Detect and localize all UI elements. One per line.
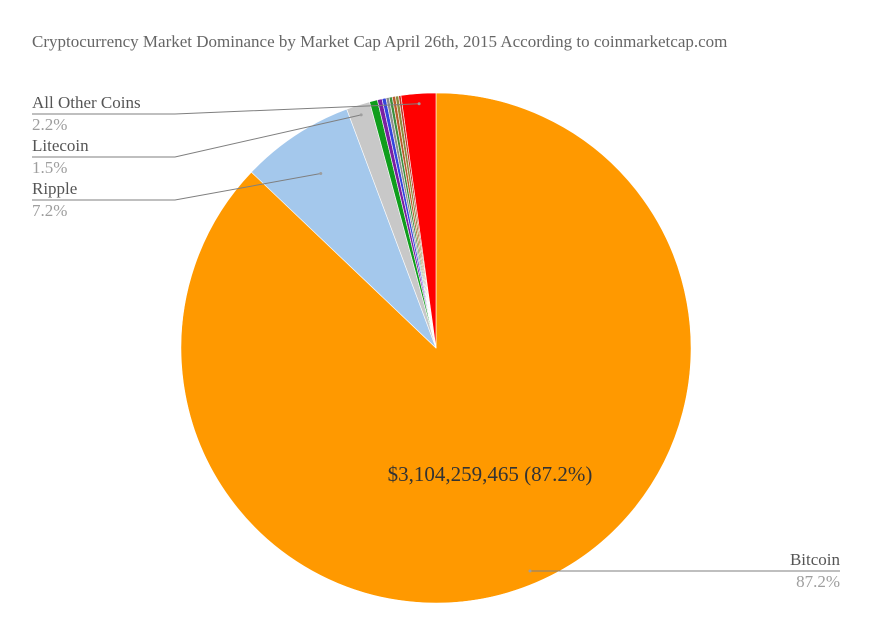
label-bitcoin-pct: 87.2% — [796, 572, 840, 591]
slice-labels: Bitcoin 87.2% Ripple 7.2% Litecoin 1.5% All Ot… — [32, 93, 840, 591]
label-bitcoin: Bitcoin — [790, 550, 841, 569]
label-ripple-pct: 7.2% — [32, 201, 67, 220]
pie-slices — [180, 92, 692, 604]
label-all-other-coins-pct: 2.2% — [32, 115, 67, 134]
label-all-other-coins: All Other Coins — [32, 93, 141, 112]
leader-all-other-coins — [32, 103, 420, 115]
pie-slice-all-other-coins[interactable] — [400, 92, 437, 349]
chart-title: Cryptocurrency Market Dominance by Marke… — [32, 32, 728, 51]
bitcoin-value-label: $3,104,259,465 (87.2%) — [388, 462, 593, 486]
leader-lines — [32, 102, 840, 573]
label-litecoin: Litecoin — [32, 136, 89, 155]
leader-bitcoin-dot — [528, 569, 532, 573]
leader-all-other-coins-dot — [417, 102, 421, 106]
leader-ripple — [32, 173, 321, 201]
leader-litecoin — [32, 114, 362, 158]
label-litecoin-pct: 1.5% — [32, 158, 67, 177]
label-ripple: Ripple — [32, 179, 77, 198]
leader-litecoin-dot — [359, 113, 363, 117]
leader-ripple-dot — [319, 172, 323, 176]
pie-slice-ripple[interactable] — [250, 108, 437, 349]
